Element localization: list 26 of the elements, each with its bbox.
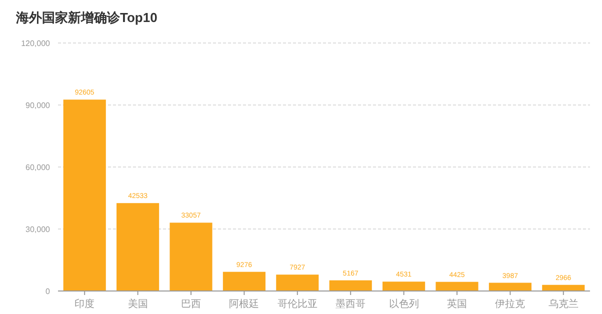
bar xyxy=(116,203,160,291)
x-tick-label: 阿根廷 xyxy=(229,298,260,310)
bar xyxy=(436,282,478,291)
x-tick-label: 印度 xyxy=(74,298,95,310)
y-tick-label: 60,000 xyxy=(26,163,51,172)
bar xyxy=(222,272,266,291)
bar xyxy=(488,282,532,291)
x-tick-label: 美国 xyxy=(128,298,148,310)
bar xyxy=(276,274,319,291)
bar xyxy=(382,282,426,291)
x-tick-label: 英国 xyxy=(447,298,467,310)
x-tick-label: 乌克兰 xyxy=(548,298,578,310)
bar xyxy=(329,280,372,291)
y-tick-label: 90,000 xyxy=(26,101,51,110)
y-tick-label: 120,000 xyxy=(21,39,51,48)
y-tick-label: 30,000 xyxy=(26,225,51,234)
bar xyxy=(63,100,106,291)
bar xyxy=(542,284,585,291)
x-tick-label: 墨西哥 xyxy=(336,299,366,310)
x-tick-label: 伊拉克 xyxy=(495,298,526,310)
y-tick-label: 0 xyxy=(46,287,51,296)
x-tick-label: 哥伦比亚 xyxy=(277,298,318,310)
bar xyxy=(170,222,212,291)
chart-title: 海外国家新增确诊Top10 xyxy=(15,10,158,25)
x-tick-label: 巴西 xyxy=(181,299,201,310)
x-tick-label: 以色列 xyxy=(388,298,419,310)
